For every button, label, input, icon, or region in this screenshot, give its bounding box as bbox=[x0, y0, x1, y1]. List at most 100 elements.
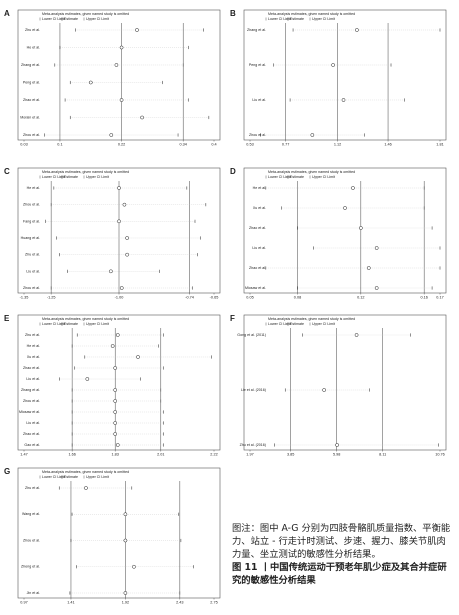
study-label: He et al. bbox=[27, 186, 40, 190]
panel-letter: E bbox=[4, 314, 10, 323]
x-tick-label: 2.22 bbox=[210, 453, 217, 457]
study-label: Liu et al. bbox=[26, 377, 40, 381]
estimate bbox=[84, 486, 88, 490]
x-tick-label: 0.53 bbox=[246, 143, 253, 147]
x-tick-label: 0.34 bbox=[179, 143, 186, 147]
study-label: Zhu et al. (2016) bbox=[240, 443, 266, 447]
study-label: Zhang et al. bbox=[21, 388, 40, 392]
study-label: Liu et al. bbox=[252, 98, 266, 102]
legend-label: Upper CI Limit bbox=[86, 475, 109, 479]
estimate bbox=[123, 538, 128, 543]
estimate bbox=[341, 98, 346, 102]
estimate bbox=[135, 28, 139, 32]
study-label: Gong et al. (2011) bbox=[237, 333, 266, 337]
estimate bbox=[115, 443, 120, 447]
legend-label: Estimate bbox=[64, 475, 78, 479]
caption-note: 图注：图中 A-G 分别为四肢骨骼肌质量指数、平衡能力、站立 - 行走计时测试、… bbox=[232, 523, 451, 560]
x-tick-label: 0.05 bbox=[246, 296, 253, 300]
panel-letter: G bbox=[4, 467, 10, 476]
panel-letter: F bbox=[230, 314, 235, 323]
study-label: Liu et al. bbox=[252, 246, 266, 250]
estimate bbox=[132, 564, 136, 569]
x-tick-label: 0.22 bbox=[118, 143, 125, 147]
x-tick-label: -0.74 bbox=[185, 296, 194, 300]
legend-label: Lower CI Limit bbox=[268, 322, 291, 326]
study-label: Zhou et al. bbox=[23, 286, 40, 290]
caption: 图注：图中 A-G 分别为四肢骨骼肌质量指数、平衡能力、站立 - 行走计时测试、… bbox=[232, 522, 454, 587]
estimate bbox=[113, 388, 118, 392]
estimate bbox=[351, 186, 355, 190]
legend-label: Upper CI Limit bbox=[312, 175, 335, 179]
estimate bbox=[366, 266, 371, 270]
x-tick-label: 1.92 bbox=[122, 601, 129, 605]
study-label: Zhu et al. bbox=[25, 253, 40, 257]
study-label: Jin et al. bbox=[27, 591, 40, 595]
estimate bbox=[125, 236, 129, 240]
estimate bbox=[136, 355, 140, 359]
x-tick-label: -1.35 bbox=[20, 296, 29, 300]
panel-letter: B bbox=[230, 9, 236, 18]
x-tick-label: 1.66 bbox=[68, 453, 75, 457]
estimate bbox=[109, 269, 113, 274]
x-tick-label: 5.98 bbox=[333, 453, 340, 457]
x-tick-label: -0.65 bbox=[210, 296, 219, 300]
estimate bbox=[123, 512, 128, 517]
study-label: Xu et al. bbox=[253, 206, 266, 210]
legend-label: Estimate bbox=[64, 175, 78, 179]
plot-frame bbox=[17, 9, 221, 141]
plot-frame bbox=[243, 9, 447, 141]
study-label: Zhou et al. bbox=[23, 203, 40, 207]
study-label: Zhao et al. bbox=[23, 432, 40, 436]
legend-symbol bbox=[286, 175, 290, 179]
estimate bbox=[374, 246, 379, 250]
estimate bbox=[122, 202, 127, 207]
estimate bbox=[123, 591, 128, 595]
plot-frame bbox=[243, 167, 447, 294]
study-label: Zhao et al. bbox=[23, 366, 40, 370]
legend-symbol bbox=[286, 322, 290, 326]
estimate bbox=[119, 286, 124, 290]
legend-label: Estimate bbox=[290, 322, 304, 326]
study-label: Zhu et al. bbox=[25, 333, 40, 337]
plot-frame bbox=[243, 314, 447, 451]
x-tick-label: 0.97 bbox=[20, 601, 27, 605]
subtitle: Meta-analysis estimates, given named stu… bbox=[42, 317, 129, 321]
x-tick-label: 2.43 bbox=[176, 601, 183, 605]
study-label: Lie et al. (2016) bbox=[241, 388, 266, 392]
legend-label: Upper CI Limit bbox=[312, 322, 335, 326]
estimate bbox=[354, 333, 359, 337]
legend-label: Lower CI Limit bbox=[42, 175, 65, 179]
study-label: Zhao et al. bbox=[249, 266, 266, 270]
estimate bbox=[355, 28, 359, 32]
estimate bbox=[331, 63, 335, 67]
x-tick-label: 3.85 bbox=[287, 453, 294, 457]
subtitle: Meta-analysis estimates, given named stu… bbox=[42, 470, 129, 474]
estimate bbox=[113, 366, 118, 370]
legend-symbol bbox=[286, 17, 290, 21]
study-label: Zhou et al. bbox=[23, 133, 40, 137]
study-label: Gao et al. bbox=[24, 443, 40, 447]
x-tick-label: -1.25 bbox=[47, 296, 56, 300]
estimate bbox=[113, 432, 118, 436]
x-tick-label: 0.16 bbox=[420, 296, 427, 300]
estimate bbox=[125, 252, 129, 257]
estimate bbox=[119, 98, 124, 102]
study-label: Xu et al. bbox=[27, 355, 40, 359]
study-label: Zhou et al. bbox=[23, 399, 40, 403]
x-tick-label: 0.03 bbox=[20, 143, 27, 147]
study-label: Liu et al. bbox=[26, 269, 40, 273]
x-tick-label: 0.1 bbox=[57, 143, 62, 147]
study-label: He et al. bbox=[253, 186, 266, 190]
study-label: Miosaw et al. bbox=[245, 286, 266, 290]
estimate bbox=[113, 421, 118, 425]
subtitle: Meta-analysis estimates, given named stu… bbox=[42, 170, 129, 174]
study-label: He et al. bbox=[27, 45, 40, 49]
study-label: Peng et al. bbox=[249, 63, 266, 67]
legend-label: Estimate bbox=[64, 322, 78, 326]
legend-symbol bbox=[60, 175, 64, 179]
estimate bbox=[119, 45, 124, 50]
legend-label: Lower CI Limit bbox=[42, 475, 65, 479]
study-label: Morain et al. bbox=[20, 115, 40, 119]
estimate bbox=[343, 206, 347, 210]
